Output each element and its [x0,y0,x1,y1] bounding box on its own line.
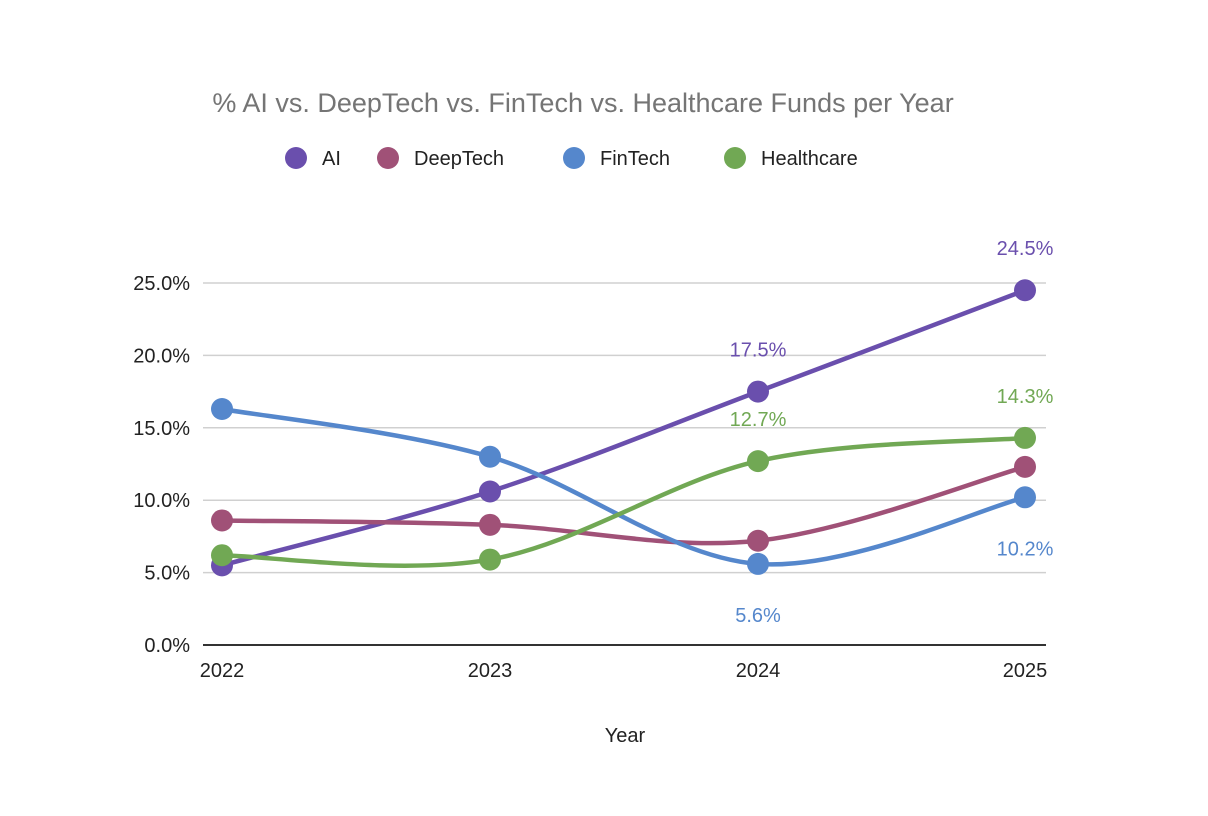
y-axis: 0.0% 5.0% 10.0% 15.0% 20.0% 25.0% [133,273,190,657]
legend-marker [377,147,399,169]
y-tick-label: 0.0% [144,635,190,657]
series-line-ai [219,287,1028,568]
chart-legend: AI DeepTech FinTech Healthcare [285,147,858,170]
legend-item-healthcare: Healthcare [724,147,858,170]
y-tick-label: 25.0% [133,273,190,295]
series-line-deeptech [219,464,1028,546]
data-label-ai: 17.5% [730,340,787,362]
data-label-fintech: 10.2% [997,538,1054,560]
data-label-ai: 24.5% [997,238,1054,260]
data-point-healthcare [479,548,501,571]
data-point-fintech [1014,486,1036,509]
data-point-healthcare [211,544,233,567]
x-tick-label: 2025 [1003,660,1048,682]
data-point-ai [747,380,769,403]
data-point-deeptech [479,513,501,536]
data-point-ai [1014,279,1036,302]
series-lines [219,287,1028,568]
legend-label: AI [322,148,341,170]
legend-item-fintech: FinTech [563,147,670,170]
data-point-healthcare [1014,426,1036,449]
data-point-ai [479,480,501,503]
legend-marker [563,147,585,169]
data-point-fintech [747,552,769,575]
data-label-healthcare: 14.3% [997,386,1054,408]
series-line-healthcare [219,435,1028,568]
x-axis-title: Year [605,725,646,747]
legend-item-deeptech: DeepTech [377,147,504,170]
y-tick-label: 10.0% [133,490,190,512]
data-point-deeptech [211,509,233,532]
x-tick-label: 2022 [200,660,245,682]
legend-item-ai: AI [285,147,341,170]
y-tick-label: 20.0% [133,345,190,367]
x-tick-label: 2023 [468,660,513,682]
data-point-fintech [479,445,501,468]
y-tick-label: 5.0% [144,563,190,585]
data-point-deeptech [747,529,769,552]
data-labels: 17.5% 24.5% 5.6% 10.2% 12.7% 14.3% [730,238,1054,627]
legend-label: Healthcare [761,148,858,170]
series-points [211,279,1036,577]
x-axis: 2022 2023 2024 2025 [200,660,1048,682]
data-label-fintech: 5.6% [735,605,781,627]
data-point-fintech [211,397,233,420]
legend-label: DeepTech [414,148,504,170]
legend-marker [285,147,307,169]
data-point-healthcare [747,450,769,473]
series-line-fintech [219,406,1028,567]
legend-label: FinTech [600,148,670,170]
gridlines [203,282,1046,574]
chart-title: % AI vs. DeepTech vs. FinTech vs. Health… [212,88,953,118]
data-label-healthcare: 12.7% [730,409,787,431]
y-tick-label: 15.0% [133,418,190,440]
x-tick-label: 2024 [736,660,781,682]
data-point-deeptech [1014,455,1036,478]
legend-marker [724,147,746,169]
